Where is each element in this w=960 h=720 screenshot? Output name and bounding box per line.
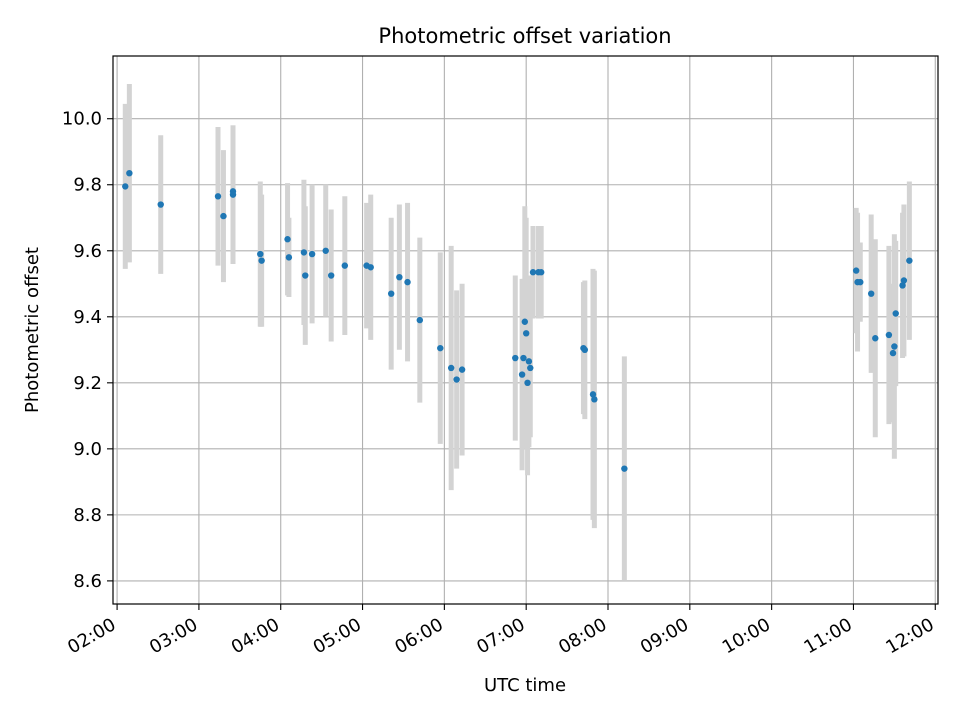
data-point bbox=[529, 269, 537, 276]
data-points bbox=[122, 169, 913, 472]
data-point bbox=[527, 364, 534, 372]
data-point bbox=[892, 310, 899, 317]
y-tick-label: 9.0 bbox=[73, 439, 102, 460]
data-point bbox=[852, 267, 860, 274]
data-point bbox=[258, 257, 265, 264]
data-point bbox=[126, 169, 133, 177]
y-tick-label: 8.8 bbox=[73, 505, 102, 526]
data-point bbox=[327, 272, 335, 279]
data-point bbox=[891, 343, 898, 350]
data-point bbox=[437, 344, 444, 352]
data-point bbox=[621, 465, 628, 472]
data-point bbox=[525, 358, 533, 365]
data-point bbox=[453, 376, 460, 383]
data-point bbox=[520, 354, 527, 362]
data-point bbox=[589, 391, 597, 398]
y-tick-label: 9.8 bbox=[73, 175, 102, 196]
data-point bbox=[522, 330, 530, 337]
data-point bbox=[308, 250, 316, 258]
data-point bbox=[387, 290, 395, 297]
data-point bbox=[537, 269, 545, 276]
data-point bbox=[857, 278, 864, 286]
y-axis-label: Photometric offset bbox=[22, 247, 43, 413]
x-axis-label: UTC time bbox=[484, 675, 566, 696]
chart-title: Photometric offset variation bbox=[378, 24, 671, 48]
data-point bbox=[404, 278, 411, 286]
data-point bbox=[285, 254, 293, 261]
data-point bbox=[341, 262, 349, 269]
data-point bbox=[581, 346, 589, 354]
plot-frame bbox=[112, 55, 939, 605]
data-point bbox=[900, 277, 908, 284]
data-point bbox=[458, 366, 466, 373]
data-point bbox=[396, 273, 403, 281]
data-point bbox=[867, 290, 875, 297]
data-point bbox=[229, 191, 237, 198]
y-tick-label: 9.2 bbox=[73, 373, 102, 394]
data-point bbox=[284, 236, 291, 243]
data-point bbox=[300, 249, 308, 256]
data-point bbox=[518, 371, 526, 378]
data-point bbox=[872, 335, 879, 342]
data-point bbox=[521, 318, 529, 325]
data-point bbox=[885, 331, 893, 339]
data-point bbox=[367, 264, 374, 271]
data-point bbox=[157, 201, 164, 208]
data-point bbox=[416, 316, 424, 324]
data-point bbox=[447, 364, 455, 372]
data-point bbox=[257, 250, 264, 258]
y-tick-label: 8.6 bbox=[73, 571, 102, 592]
data-point bbox=[220, 212, 227, 220]
data-point bbox=[214, 193, 222, 200]
data-point bbox=[322, 247, 329, 254]
y-tick-label: 9.6 bbox=[73, 241, 102, 262]
data-point bbox=[512, 354, 519, 362]
data-point bbox=[524, 379, 531, 387]
y-tick-label: 10.0 bbox=[62, 109, 102, 130]
data-point bbox=[889, 349, 897, 357]
y-tick-label: 9.4 bbox=[73, 307, 102, 328]
data-point bbox=[122, 183, 129, 190]
y-axis-ticks: 8.6 8.8 9.0 9.2 9.4 9.6 9.8 10.0 bbox=[62, 109, 113, 592]
data-point bbox=[899, 282, 906, 289]
data-point bbox=[591, 396, 598, 403]
data-point bbox=[302, 272, 309, 279]
data-point bbox=[906, 257, 913, 264]
